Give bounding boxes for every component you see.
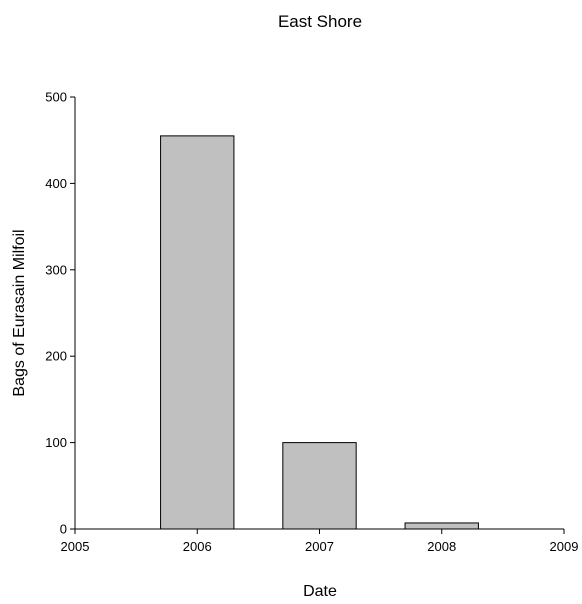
y-tick-label: 500 (45, 90, 67, 105)
x-tick-label: 2007 (305, 539, 334, 554)
y-tick-label: 200 (45, 349, 67, 364)
bar-2007 (282, 442, 357, 530)
bar-2008 (404, 522, 479, 530)
y-axis-label: Bags of Eurasain Milfoil (11, 229, 28, 396)
x-tick-label: 2005 (61, 539, 90, 554)
bar-2006 (160, 135, 235, 530)
x-tick-label: 2006 (183, 539, 212, 554)
y-axis-ticks: 0 100 200 300 400 500 (45, 90, 75, 537)
y-tick-label: 300 (45, 262, 67, 277)
bars-group (160, 135, 479, 530)
x-tick-label: 2009 (550, 539, 579, 554)
x-tick-label: 2008 (427, 539, 456, 554)
x-axis-label: Date (303, 583, 337, 600)
x-axis-ticks: 2005 2006 2007 2008 2009 (61, 529, 579, 554)
y-tick-label: 400 (45, 176, 67, 191)
y-tick-label: 100 (45, 435, 67, 450)
chart-title: East Shore (278, 12, 362, 31)
y-tick-label: 0 (60, 522, 67, 537)
